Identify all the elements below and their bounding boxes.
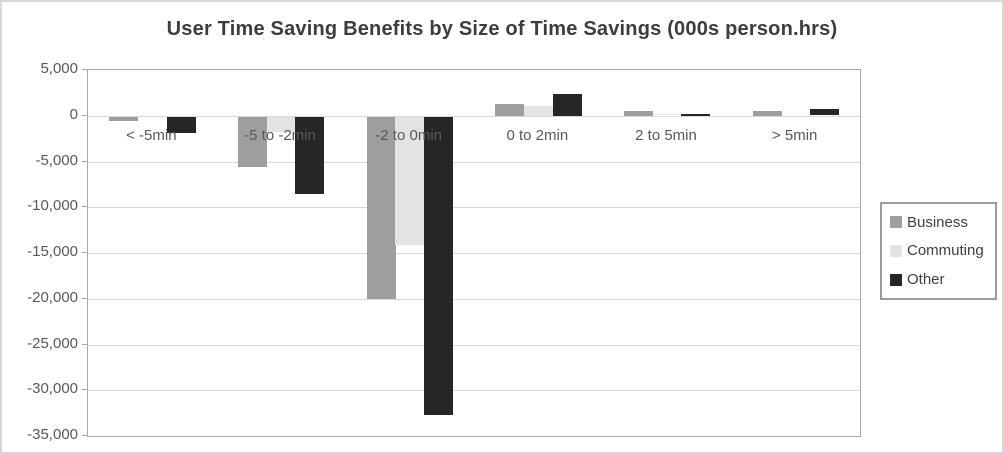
y-tick-mark [82,252,87,253]
plot-area [87,69,861,437]
x-category-label: -5 to -2min [244,127,316,144]
y-tick-mark [82,344,87,345]
bar-commuting-1 [267,117,296,132]
gridline [88,162,860,163]
bar-other-0 [167,117,196,133]
bar-business-5 [753,111,782,116]
y-tick-mark [82,69,87,70]
legend-swatch-icon [890,216,902,229]
x-category-label: > 5min [771,127,818,144]
y-tick-label: -20,000 [27,289,78,306]
y-tick-label: 0 [69,106,78,123]
legend-swatch-icon [890,244,902,257]
bar-other-5 [810,109,839,115]
y-tick-label: -5,000 [35,152,78,169]
y-tick-mark [82,115,87,116]
x-category-label: -2 to 0min [375,127,443,144]
bar-other-2 [424,117,453,415]
legend-label: Business [907,213,968,231]
legend: Business Commuting Other [880,202,997,300]
bar-other-4 [681,114,710,116]
x-category-label: 2 to 5min [635,127,697,144]
y-tick-mark [82,435,87,436]
gridline [88,253,860,254]
legend-swatch-icon [890,273,902,286]
bar-business-3 [495,104,524,116]
gridline [88,390,860,391]
legend-item-business: Business [890,214,995,231]
bar-business-0 [109,117,138,121]
bar-business-2 [367,117,396,299]
y-tick-label: -35,000 [27,426,78,443]
bar-business-4 [624,111,653,116]
bar-commuting-2 [395,117,424,245]
y-tick-mark [82,298,87,299]
gridline [88,207,860,208]
y-tick-mark [82,389,87,390]
legend-label: Other [907,271,945,289]
bar-commuting-4 [653,114,682,115]
legend-item-other: Other [890,271,995,288]
y-tick-label: -30,000 [27,380,78,397]
gridline [88,345,860,346]
bar-other-1 [295,117,324,194]
x-category-label: < -5min [126,127,177,144]
x-category-label: 0 to 2min [506,127,569,144]
chart-title: User Time Saving Benefits by Size of Tim… [166,18,838,40]
y-tick-label: -10,000 [27,197,78,214]
y-tick-label: 5,000 [40,60,78,77]
bar-commuting-3 [524,106,553,116]
y-tick-label: -15,000 [27,243,78,260]
bar-other-3 [553,94,582,116]
legend-item-commuting: Commuting [890,242,995,259]
y-tick-mark [82,206,87,207]
y-tick-label: -25,000 [27,335,78,352]
bar-business-1 [238,117,267,167]
y-tick-mark [82,161,87,162]
gridline [88,116,860,117]
gridline [88,299,860,300]
legend-label: Commuting [907,242,984,260]
